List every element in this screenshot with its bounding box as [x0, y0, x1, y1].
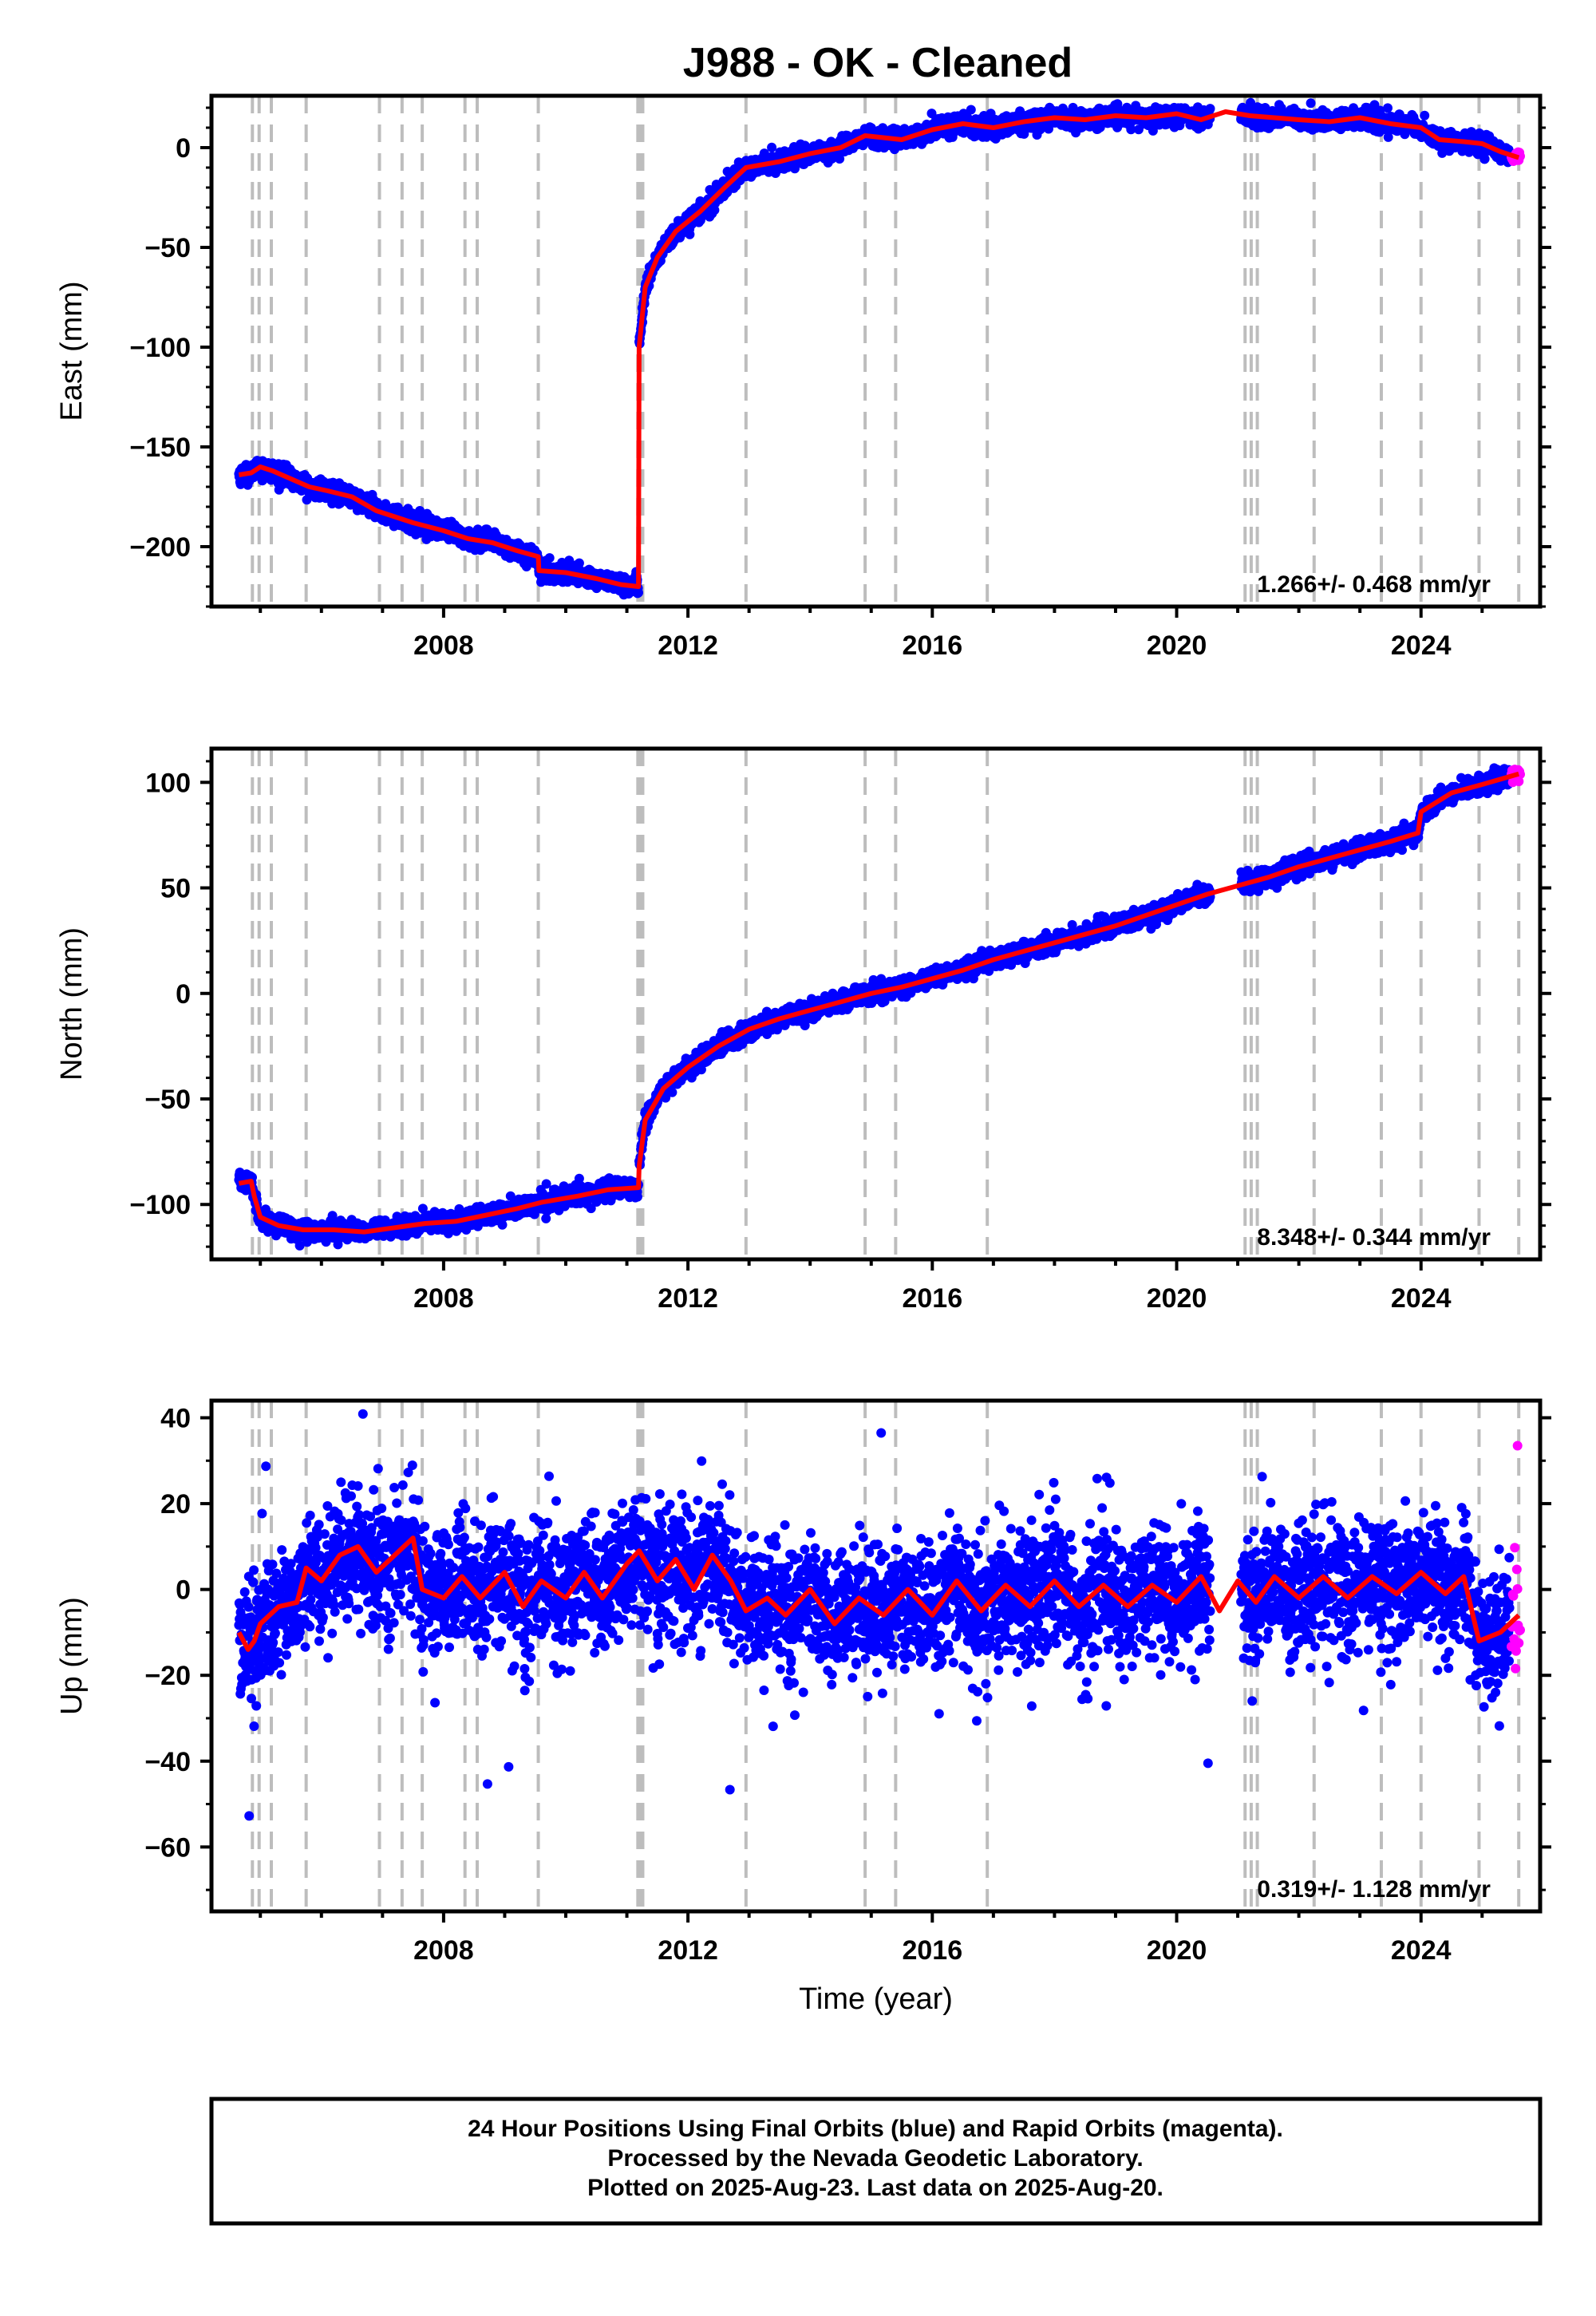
y-axis-label: East (mm) [55, 281, 89, 421]
x-tick-label: 2024 [1391, 1283, 1452, 1314]
y-tick-label: 0 [176, 979, 191, 1010]
final-orbit-points [234, 1401, 1515, 1821]
x-tick-label: 2008 [413, 1283, 474, 1314]
rapid-orbit-points [1507, 1441, 1525, 1674]
y-tick-label: 0 [176, 133, 191, 164]
y-tick-label: −100 [129, 1190, 191, 1220]
model-line [238, 771, 1520, 1235]
footer-line-2: Processed by the Nevada Geodetic Laborat… [607, 2145, 1143, 2172]
x-tick-label: 2024 [1391, 1935, 1452, 1966]
y-tick-label: 20 [160, 1489, 191, 1520]
y-tick-label: −50 [144, 233, 191, 263]
plot-frame [209, 746, 1543, 1262]
y-tick-label: 40 [160, 1404, 191, 1434]
y-tick-label: −50 [144, 1085, 191, 1115]
y-tick-label: −100 [129, 333, 191, 363]
y-tick-label: −40 [144, 1747, 191, 1777]
east-panel: 0 −50 −100 −150 −200 2008 2012 2016 2020 2024 East… [55, 93, 1551, 661]
x-tick-label: 2012 [658, 1283, 718, 1314]
y-tick-label: 0 [176, 1575, 191, 1606]
y-axis-label: Up (mm) [55, 1597, 89, 1715]
final-orbit-points [234, 763, 1515, 1251]
x-tick-label: 2016 [902, 1935, 962, 1966]
y-tick-label: −60 [144, 1832, 191, 1863]
model-line [236, 1535, 1521, 1652]
figure-title: J988 - OK - Cleaned [683, 40, 1073, 86]
plot-frame [209, 93, 1543, 609]
plot-frame [209, 1398, 1543, 1914]
rate-label: 1.266+/- 0.468 mm/yr [1257, 571, 1491, 598]
rate-label: 8.348+/- 0.344 mm/yr [1257, 1224, 1491, 1251]
x-tick-label: 2024 [1391, 630, 1452, 661]
model-line [238, 109, 1520, 589]
x-tick-label: 2008 [413, 630, 474, 661]
y-tick-label: −200 [129, 532, 191, 563]
footer-box: 24 Hour Positions Using Final Orbits (bl… [209, 2097, 1543, 2226]
north-panel: 100 50 0 −50 −100 2008 2012 2016 2020 2024 North (… [55, 746, 1551, 1314]
footer-line-1: 24 Hour Positions Using Final Orbits (bl… [468, 2116, 1283, 2142]
y-tick-label: 100 [145, 768, 191, 798]
x-axis-label: Time (year) [799, 1982, 953, 2016]
rate-label: 0.319+/- 1.128 mm/yr [1257, 1876, 1491, 1903]
up-panel: 40 20 0 −20 −40 −60 2008 2012 2016 2020 2024 Up (mm… [55, 1398, 1551, 2016]
x-tick-label: 2016 [902, 630, 962, 661]
x-tick-label: 2016 [902, 1283, 962, 1314]
x-tick-label: 2020 [1147, 1283, 1207, 1314]
x-tick-label: 2012 [658, 1935, 718, 1966]
x-tick-label: 2012 [658, 630, 718, 661]
footer-line-3: Plotted on 2025-Aug-23. Last data on 202… [587, 2175, 1163, 2201]
x-tick-label: 2020 [1147, 630, 1207, 661]
y-tick-label: 50 [160, 874, 191, 904]
x-tick-label: 2020 [1147, 1935, 1207, 1966]
y-tick-label: −150 [129, 433, 191, 463]
y-axis-label: North (mm) [55, 927, 89, 1081]
y-tick-label: −20 [144, 1661, 191, 1691]
x-tick-label: 2008 [413, 1935, 474, 1966]
